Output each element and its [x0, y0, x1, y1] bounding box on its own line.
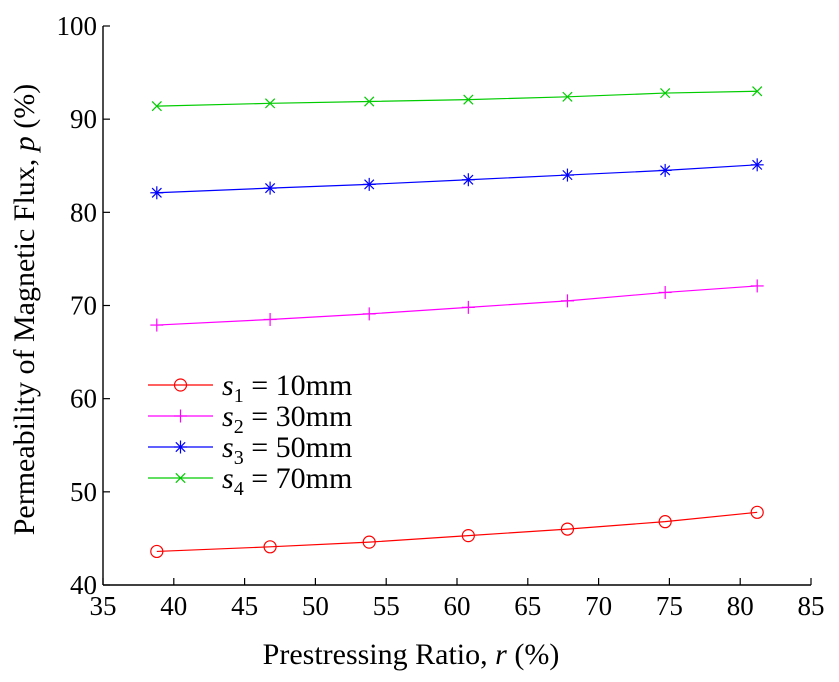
data-point — [174, 440, 187, 454]
data-point — [364, 96, 375, 107]
data-point — [463, 94, 474, 105]
x-tick-label: 45 — [231, 591, 258, 621]
y-tick-label: 50 — [70, 477, 97, 507]
series-group — [150, 86, 764, 559]
axes — [102, 26, 811, 586]
legend-label: s3 = 50mm — [222, 431, 352, 469]
data-point — [175, 472, 186, 484]
data-point — [750, 158, 764, 172]
series-line — [156, 285, 758, 326]
data-point — [562, 91, 573, 102]
y-tick-label: 40 — [70, 570, 97, 600]
data-point — [660, 87, 671, 99]
x-tick-label: 65 — [514, 591, 541, 621]
legend-label: s4 = 70mm — [222, 462, 352, 500]
x-tick-label: 70 — [585, 591, 612, 621]
data-point — [461, 529, 475, 543]
data-point — [263, 540, 277, 554]
series-2 — [150, 279, 764, 332]
data-point — [560, 522, 575, 536]
data-point — [174, 409, 187, 423]
series-4 — [151, 86, 763, 112]
legend-label: s1 = 10mm — [222, 369, 352, 407]
data-point — [173, 378, 188, 392]
data-point — [750, 279, 764, 293]
legend-label: s2 = 30mm — [222, 400, 352, 438]
data-point — [362, 177, 376, 191]
data-point — [150, 186, 164, 200]
data-point — [264, 98, 276, 109]
data-point — [658, 163, 672, 177]
legend-entry-2: s2 = 30mm — [148, 400, 352, 438]
x-tick-label: 35 — [90, 591, 117, 621]
series-3 — [150, 158, 764, 200]
data-point — [150, 544, 164, 559]
axis-labels: Prestressing Ratio, r (%) Permeability of… — [8, 84, 559, 671]
data-point — [658, 515, 672, 529]
data-point — [263, 312, 277, 326]
y-tick-label: 60 — [70, 384, 97, 414]
data-point — [461, 300, 475, 314]
x-tick-label: 40 — [160, 591, 187, 621]
y-tick-label: 70 — [70, 291, 97, 321]
data-point — [362, 307, 376, 321]
data-point — [263, 181, 277, 195]
x-tick-label: 50 — [302, 591, 329, 621]
data-point — [560, 294, 574, 308]
data-point — [658, 285, 672, 299]
y-axis-label: Permeability of Magnetic Flux, p (%) — [8, 84, 41, 536]
y-tick-label: 90 — [70, 104, 97, 134]
data-point — [752, 86, 763, 97]
data-point — [362, 535, 376, 549]
data-point — [750, 505, 764, 519]
series-line — [156, 90, 758, 107]
series-line — [156, 511, 758, 553]
x-axis-label: Prestressing Ratio, r (%) — [263, 638, 560, 671]
series-1 — [150, 505, 764, 559]
data-point — [151, 101, 162, 112]
x-tick-label: 55 — [373, 591, 400, 621]
y-tick-label: 100 — [57, 11, 98, 41]
legend-entry-1: s1 = 10mm — [148, 369, 352, 407]
legend-entry-3: s3 = 50mm — [148, 431, 352, 469]
x-tick-label: 75 — [656, 591, 683, 621]
data-point — [150, 318, 164, 332]
y-tick-label: 80 — [70, 197, 97, 227]
x-tick-label: 60 — [444, 591, 471, 621]
x-tick-label: 85 — [798, 591, 825, 621]
data-point — [560, 168, 574, 182]
x-tick-label: 80 — [727, 591, 754, 621]
data-point — [461, 173, 475, 187]
legend-entry-4: s4 = 70mm — [148, 462, 352, 500]
